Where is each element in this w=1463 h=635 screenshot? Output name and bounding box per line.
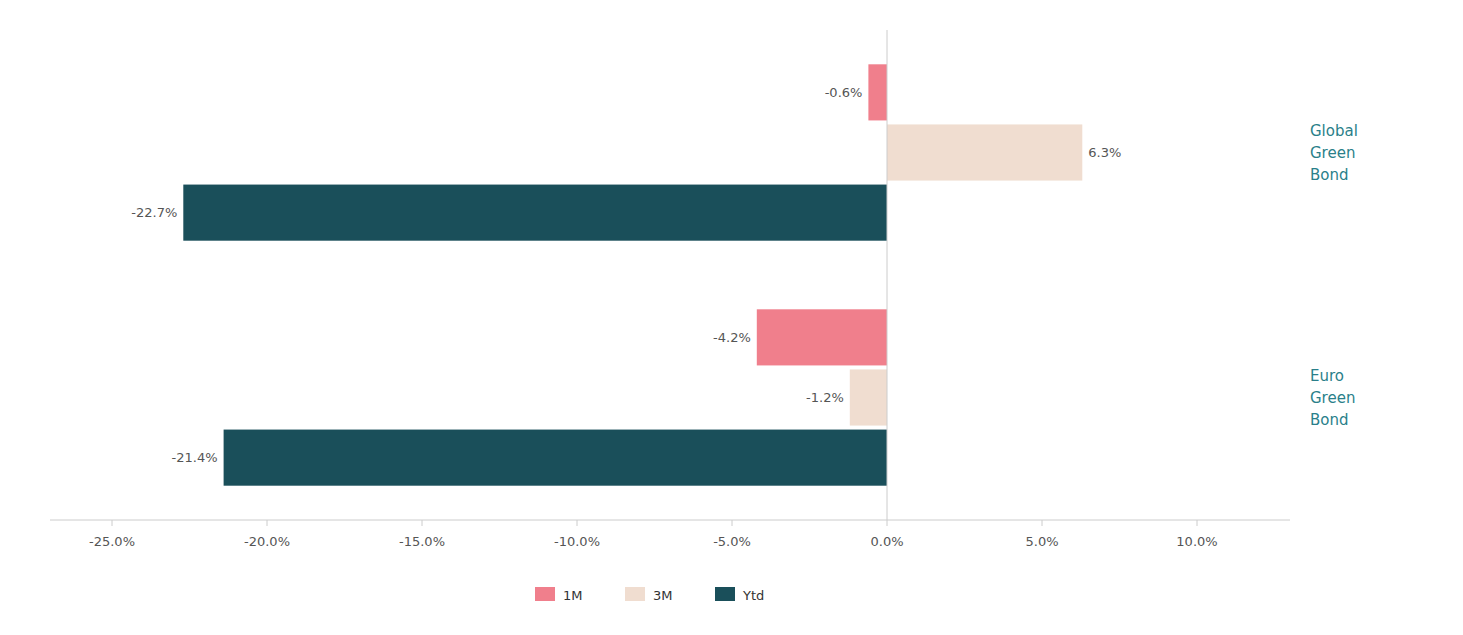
chart: -25.0% -20.0% -15.0% -10.0% -5.0% 0.0% 5.0% 10.…: [0, 0, 1463, 635]
bar: [868, 64, 887, 120]
legend-swatch: [535, 587, 555, 601]
legend-swatch: [715, 587, 735, 601]
legend-label: 1M: [563, 588, 583, 603]
tick-label: -5.0%: [713, 534, 751, 549]
tick-label: -20.0%: [244, 534, 290, 549]
bar: [224, 430, 887, 486]
legend-label: 3M: [653, 588, 673, 603]
legend: 1M 3M Ytd: [535, 587, 764, 603]
bar: [887, 124, 1082, 180]
tick-mark: [267, 520, 268, 526]
category-label: Euro Green Bond: [1310, 367, 1355, 429]
category-label: Global Green Bond: [1310, 122, 1358, 184]
category-label-line: Bond: [1310, 166, 1349, 184]
tick-mark: [732, 520, 733, 526]
tick-label: -10.0%: [554, 534, 600, 549]
data-labels: -0.6% 6.3% -22.7% -4.2% -1.2% -21.4%: [131, 85, 1121, 465]
data-label: -4.2%: [713, 330, 751, 345]
data-label: -22.7%: [131, 205, 177, 220]
tick-mark: [112, 520, 113, 526]
category-label-line: Green: [1310, 144, 1355, 162]
x-ticks: -25.0% -20.0% -15.0% -10.0% -5.0% 0.0% 5.0% 10.…: [89, 520, 1218, 549]
tick-label: -25.0%: [89, 534, 135, 549]
tick-mark: [1197, 520, 1198, 526]
data-label: -0.6%: [825, 85, 863, 100]
data-label: 6.3%: [1088, 145, 1121, 160]
legend-label: Ytd: [742, 588, 764, 603]
legend-swatch: [625, 587, 645, 601]
tick-mark: [422, 520, 423, 526]
bars: [183, 64, 1082, 485]
tick-label: -15.0%: [399, 534, 445, 549]
category-label-line: Global: [1310, 122, 1358, 140]
tick-label: 0.0%: [870, 534, 903, 549]
data-label: -1.2%: [806, 390, 844, 405]
category-label-line: Bond: [1310, 411, 1349, 429]
tick-mark: [577, 520, 578, 526]
x-axis-line: [50, 520, 1290, 521]
tick-mark: [1042, 520, 1043, 526]
tick-label: 10.0%: [1176, 534, 1217, 549]
data-label: -21.4%: [172, 450, 218, 465]
zero-line: [887, 30, 888, 520]
tick-mark: [887, 520, 888, 526]
category-label-line: Euro: [1310, 367, 1344, 385]
bar: [183, 185, 887, 241]
tick-label: 5.0%: [1025, 534, 1058, 549]
category-label-line: Green: [1310, 389, 1355, 407]
bar: [757, 309, 887, 365]
bar: [850, 369, 887, 425]
